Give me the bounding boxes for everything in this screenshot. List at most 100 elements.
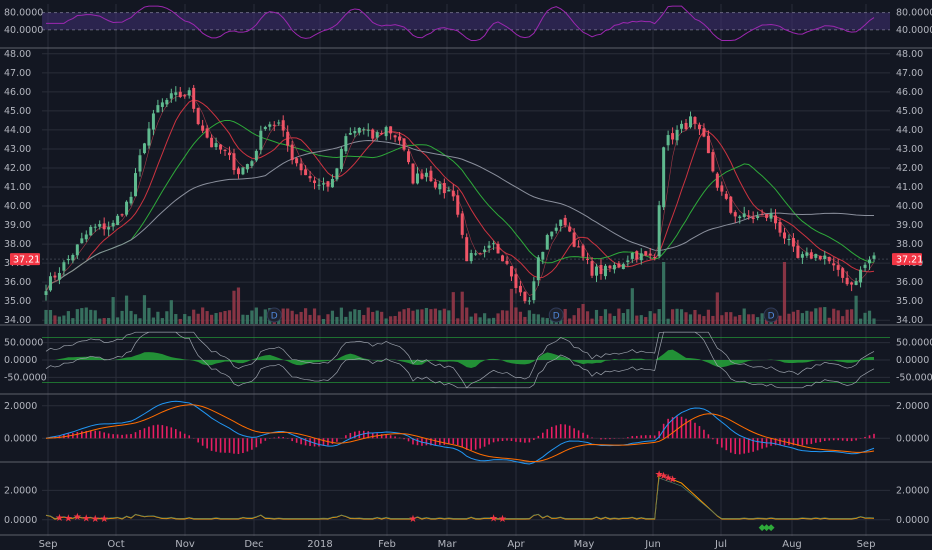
volume-bar: [509, 288, 514, 324]
candle-body: [169, 93, 173, 99]
volume-bar: [232, 290, 236, 324]
volume-bar: [420, 309, 424, 324]
candle-body: [563, 217, 567, 226]
x-tick-label: 2018: [307, 539, 332, 550]
volume-bar: [809, 311, 813, 324]
candle-body: [688, 116, 692, 128]
volume-bar: [335, 316, 339, 324]
candle-body: [447, 190, 451, 192]
signal-star-icon: ★: [409, 514, 418, 525]
volume-bar: [393, 315, 397, 324]
candle-body: [142, 143, 146, 154]
volume-bar: [62, 315, 66, 324]
x-tick-label: Sep: [39, 539, 58, 550]
bottom-tick-label-left: 0.0000: [4, 515, 37, 526]
y-tick-label-right: 44.00: [896, 125, 923, 136]
volume-bar: [456, 318, 460, 324]
candle-body: [599, 265, 603, 274]
volume-bar: [433, 308, 437, 324]
x-tick-label: Dec: [244, 539, 263, 550]
volume-bar: [854, 295, 858, 324]
volume-bar: [666, 318, 670, 324]
candle-body: [254, 150, 258, 161]
volume-bar: [160, 318, 164, 324]
candle-body: [791, 238, 795, 247]
last-price-tag-right: [892, 253, 922, 266]
candle-body: [621, 264, 625, 270]
x-tick-label: Jul: [714, 539, 727, 550]
volume-bar: [474, 313, 478, 324]
candle-body: [465, 237, 469, 262]
signal-star-icon: ★: [82, 513, 91, 524]
volume-bar: [223, 311, 227, 324]
candle-body: [483, 249, 487, 253]
candle-body: [286, 131, 290, 146]
candle-body: [245, 164, 249, 170]
ma-red-line: [45, 99, 875, 292]
volume-bar: [210, 314, 214, 324]
rsi-tick-label-right: 40.0000: [896, 25, 932, 36]
volume-bar: [536, 314, 540, 324]
candle-body: [438, 183, 442, 190]
volume-bar: [53, 315, 57, 324]
volume-bar: [715, 292, 719, 324]
volume-bar: [138, 318, 142, 324]
volume-bar: [706, 309, 710, 324]
candle-body: [706, 135, 710, 154]
volume-bar: [585, 311, 590, 324]
volume-bar: [389, 316, 393, 324]
y-tick-label-left: 47.00: [4, 68, 31, 79]
volume-bar: [563, 308, 567, 324]
candle-body: [290, 144, 294, 161]
macd-tick-label-right: 2.0000: [896, 401, 929, 412]
x-tick-label: Oct: [107, 539, 124, 550]
volume-bar: [782, 262, 787, 324]
event-marker-label: D: [768, 312, 775, 322]
candle-body: [384, 127, 388, 137]
candle-body: [93, 226, 97, 228]
volume-bar: [608, 313, 612, 324]
candle-body: [259, 130, 263, 150]
candle-body: [313, 180, 317, 184]
candle-body: [174, 92, 178, 95]
volume-bar: [514, 307, 518, 324]
macd-tick-label-right: 0.0000: [896, 433, 929, 444]
volume-bar: [653, 313, 657, 324]
volume-bar: [366, 307, 370, 324]
candle-body: [742, 213, 746, 217]
volume-bar: [621, 313, 625, 324]
cci-lower-line: [45, 331, 875, 389]
candle-body: [339, 148, 343, 170]
last-price-label-right: 37.21: [896, 255, 923, 266]
candle-body: [751, 217, 755, 219]
volume-bar: [483, 313, 487, 324]
volume-bar: [545, 318, 549, 324]
y-tick-label-left: 44.00: [4, 125, 31, 136]
candle-body: [823, 255, 827, 260]
candle-body: [559, 219, 563, 226]
volume-bar: [438, 310, 442, 324]
candle-body: [75, 244, 79, 256]
candle-body: [151, 113, 155, 130]
candle-body: [644, 251, 648, 256]
candle-body: [796, 245, 800, 258]
volume-bar: [142, 295, 147, 324]
y-tick-label-left: 34.00: [4, 315, 31, 326]
signal-diamond-icon: ◆: [759, 523, 766, 533]
y-tick-label-right: 36.00: [896, 277, 923, 288]
rsi-band-fill: [42, 12, 890, 30]
y-tick-label-left: 36.00: [4, 277, 31, 288]
volume-bar: [411, 310, 415, 324]
candle-body: [845, 277, 849, 285]
candle-body: [80, 238, 84, 244]
signal-star-icon: ★: [91, 514, 100, 525]
candle-body: [648, 253, 652, 256]
candle-body: [451, 190, 455, 197]
volume-bar: [348, 311, 352, 324]
volume-bar: [375, 310, 379, 324]
volume-bar: [469, 316, 473, 324]
volume-bar: [505, 310, 509, 324]
volume-bar: [523, 316, 527, 324]
volume-bar: [98, 318, 102, 324]
